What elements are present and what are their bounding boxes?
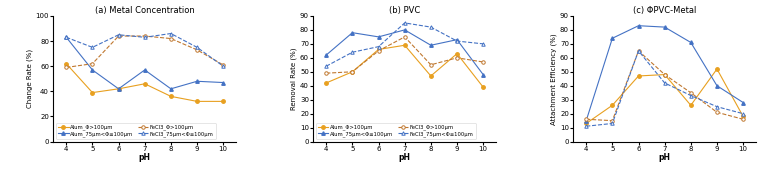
Y-axis label: Attachment Efficiency (%): Attachment Efficiency (%) <box>551 33 557 125</box>
Legend: Alum_Φ>100μm, Alum_75μm<Φ≤100μm, FeCl3_Φ>100μm, FeCl3_75μm<Φ≤100μm: Alum_Φ>100μm, Alum_75μm<Φ≤100μm, FeCl3_Φ… <box>316 122 476 139</box>
X-axis label: pH: pH <box>139 153 150 162</box>
Title: (b) PVC: (b) PVC <box>389 6 420 15</box>
Y-axis label: Removal Rate (%): Removal Rate (%) <box>291 47 297 110</box>
X-axis label: pH: pH <box>399 153 410 162</box>
Title: (a) Metal Concentration: (a) Metal Concentration <box>95 6 195 15</box>
Legend: Alum_Φ>100μm, Alum_75μm<Φ≤100μm, FeCl3_Φ>100μm, FeCl3_75μm<Φ≤100μm: Alum_Φ>100μm, Alum_75μm<Φ≤100μm, FeCl3_Φ… <box>55 122 216 139</box>
Title: (c) ΦPVC-Metal: (c) ΦPVC-Metal <box>633 6 696 15</box>
Y-axis label: Change Rate (%): Change Rate (%) <box>27 49 33 108</box>
X-axis label: pH: pH <box>659 153 670 162</box>
